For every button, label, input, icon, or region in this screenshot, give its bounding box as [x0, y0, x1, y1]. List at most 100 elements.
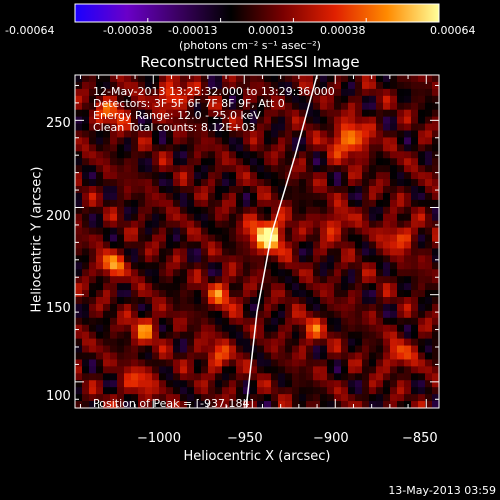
- heatmap-cell: [229, 75, 237, 83]
- heatmap-cell: [124, 213, 132, 222]
- heatmap-cell: [159, 213, 167, 222]
- heatmap-cell: [369, 345, 377, 354]
- heatmap-cell: [404, 227, 412, 236]
- heatmap-cell: [215, 366, 223, 374]
- heatmap-cell: [110, 401, 118, 409]
- heatmap-cell: [264, 109, 272, 118]
- heatmap-cell: [411, 248, 419, 256]
- heatmap-cell: [82, 213, 90, 222]
- heatmap-cell: [362, 109, 370, 118]
- heatmap-cell: [355, 123, 363, 132]
- heatmap-cell: [411, 75, 419, 83]
- heatmap-cell: [341, 151, 349, 159]
- heatmap-cell: [411, 387, 419, 395]
- heatmap-cell: [306, 192, 314, 201]
- heatmap-cell: [278, 283, 286, 291]
- heatmap-cell: [257, 241, 265, 250]
- heatmap-cell: [173, 345, 181, 354]
- heatmap-cell: [257, 116, 265, 125]
- heatmap-cell: [117, 137, 125, 145]
- heatmap-cell: [194, 165, 202, 173]
- heatmap-cell: [215, 297, 223, 305]
- heatmap-cell: [166, 297, 174, 305]
- heatmap-cell: [166, 186, 174, 194]
- heatmap-cell: [222, 158, 230, 166]
- heatmap-cell: [201, 310, 209, 319]
- heatmap-cell: [425, 192, 433, 201]
- heatmap-cell: [390, 206, 398, 215]
- heatmap-cell: [124, 317, 132, 326]
- heatmap-cell: [236, 394, 244, 402]
- heatmap-cell: [82, 158, 90, 166]
- heatmap-cell: [411, 303, 419, 312]
- heatmap-cell: [110, 359, 118, 367]
- heatmap-cell: [285, 297, 293, 305]
- axis-ticks: [75, 75, 439, 408]
- heatmap-cell: [201, 81, 209, 90]
- heatmap-cell: [236, 199, 244, 208]
- heatmap-cell: [124, 387, 132, 395]
- heatmap-cell: [341, 95, 349, 104]
- heatmap-cell: [131, 255, 139, 263]
- heatmap-cell: [432, 373, 440, 381]
- heatmap-cell: [411, 241, 419, 250]
- heatmap-cell: [271, 102, 279, 111]
- heatmap-cell: [376, 81, 384, 90]
- heatmap-cell: [159, 151, 167, 159]
- heatmap-cell: [229, 172, 237, 180]
- heatmap-cell: [425, 109, 433, 118]
- heatmap-cell: [194, 310, 202, 319]
- heatmap-cell: [369, 206, 377, 215]
- heatmap-cell: [299, 276, 307, 284]
- heatmap-cell: [425, 310, 433, 319]
- heatmap-cell: [425, 269, 433, 277]
- heatmap-cell: [292, 158, 300, 166]
- heatmap-cell: [131, 151, 139, 159]
- heatmap-cell: [117, 297, 125, 305]
- heatmap-cell: [334, 366, 342, 374]
- heatmap-cell: [236, 158, 244, 166]
- heatmap-cell: [369, 179, 377, 187]
- heatmap-cell: [250, 199, 258, 208]
- heatmap-cell: [327, 123, 335, 132]
- heatmap-cell: [222, 172, 230, 180]
- heatmap-cell: [173, 352, 181, 361]
- heatmap-cell: [278, 95, 286, 104]
- heatmap-cell: [159, 206, 167, 215]
- heatmap-cell: [418, 95, 426, 104]
- heatmap-cell: [138, 283, 146, 291]
- heatmap-cell: [292, 352, 300, 361]
- heatmap-cell: [131, 387, 139, 395]
- heatmap-cell: [229, 290, 237, 298]
- heatmap-cell: [418, 151, 426, 159]
- heatmap-cell: [383, 192, 391, 201]
- heatmap-cell: [390, 130, 398, 139]
- heatmap-cell: [250, 130, 258, 139]
- heatmap-cell: [306, 179, 314, 187]
- heatmap-cell: [320, 262, 328, 270]
- heatmap-cell: [432, 75, 440, 83]
- heatmap-cell: [131, 213, 139, 222]
- heatmap-cell: [117, 248, 125, 256]
- heatmap-cell: [432, 324, 440, 333]
- heatmap-cell: [411, 88, 419, 97]
- heatmap-cell: [362, 338, 370, 347]
- heatmap-cell: [418, 324, 426, 333]
- heatmap-cell: [285, 248, 293, 256]
- heatmap-cell: [292, 213, 300, 222]
- heatmap-cell: [313, 380, 321, 388]
- colorbar-tick-label: 0.00038: [320, 24, 366, 37]
- heatmap-cell: [166, 324, 174, 333]
- heatmap-cell: [194, 220, 202, 229]
- heatmap-cell: [194, 130, 202, 139]
- heatmap-cell: [173, 206, 181, 215]
- heatmap-cell: [341, 109, 349, 118]
- heatmap-cell: [348, 283, 356, 291]
- heatmap-cell: [82, 144, 90, 152]
- heatmap-cell: [278, 88, 286, 97]
- heatmap-cell: [383, 130, 391, 139]
- heatmap-cell: [222, 130, 230, 139]
- heatmap-cell: [89, 248, 97, 256]
- heatmap-cell: [131, 199, 139, 208]
- heatmap-cell: [341, 179, 349, 187]
